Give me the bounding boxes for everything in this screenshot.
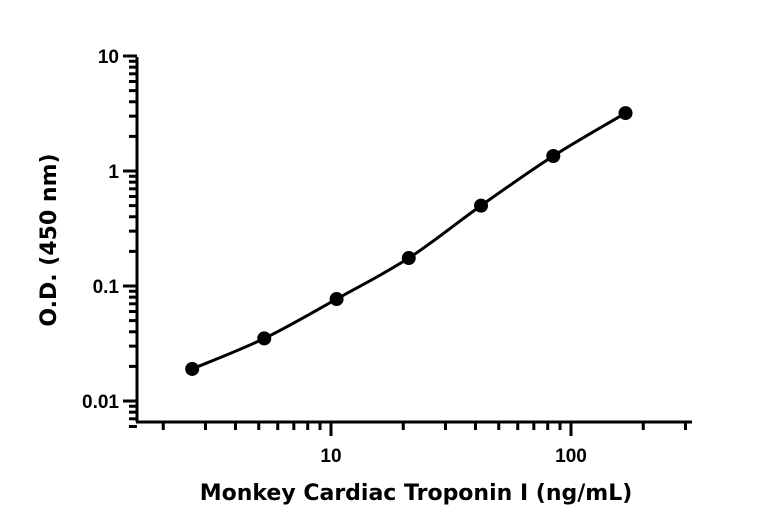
- x-tick-label: 100: [555, 446, 587, 467]
- data-point: [401, 251, 416, 266]
- x-tick-label: 10: [320, 446, 341, 467]
- x-axis-title: Monkey Cardiac Troponin I (ng/mL): [200, 481, 633, 506]
- data-point: [257, 331, 272, 346]
- data-point: [474, 198, 489, 213]
- data-points: [185, 106, 633, 376]
- data-point: [546, 149, 561, 164]
- x-axis: 10 100: [136, 420, 692, 467]
- y-tick-label: 10: [98, 47, 119, 68]
- fitted-curve: [191, 111, 627, 371]
- y-axis-title: O.D. (450 nm): [37, 153, 62, 326]
- data-point: [329, 292, 344, 307]
- data-point: [618, 106, 633, 121]
- y-tick-label: 1: [108, 162, 119, 183]
- data-point: [185, 361, 200, 376]
- y-axis: 0.01 0.1 1 10: [82, 47, 139, 429]
- y-tick-label: 0.1: [93, 277, 120, 298]
- y-tick-label: 0.01: [82, 392, 119, 413]
